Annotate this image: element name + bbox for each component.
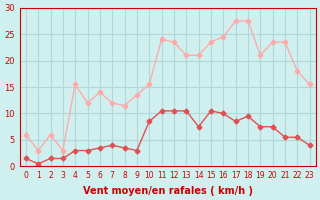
X-axis label: Vent moyen/en rafales ( km/h ): Vent moyen/en rafales ( km/h ) — [83, 186, 253, 196]
